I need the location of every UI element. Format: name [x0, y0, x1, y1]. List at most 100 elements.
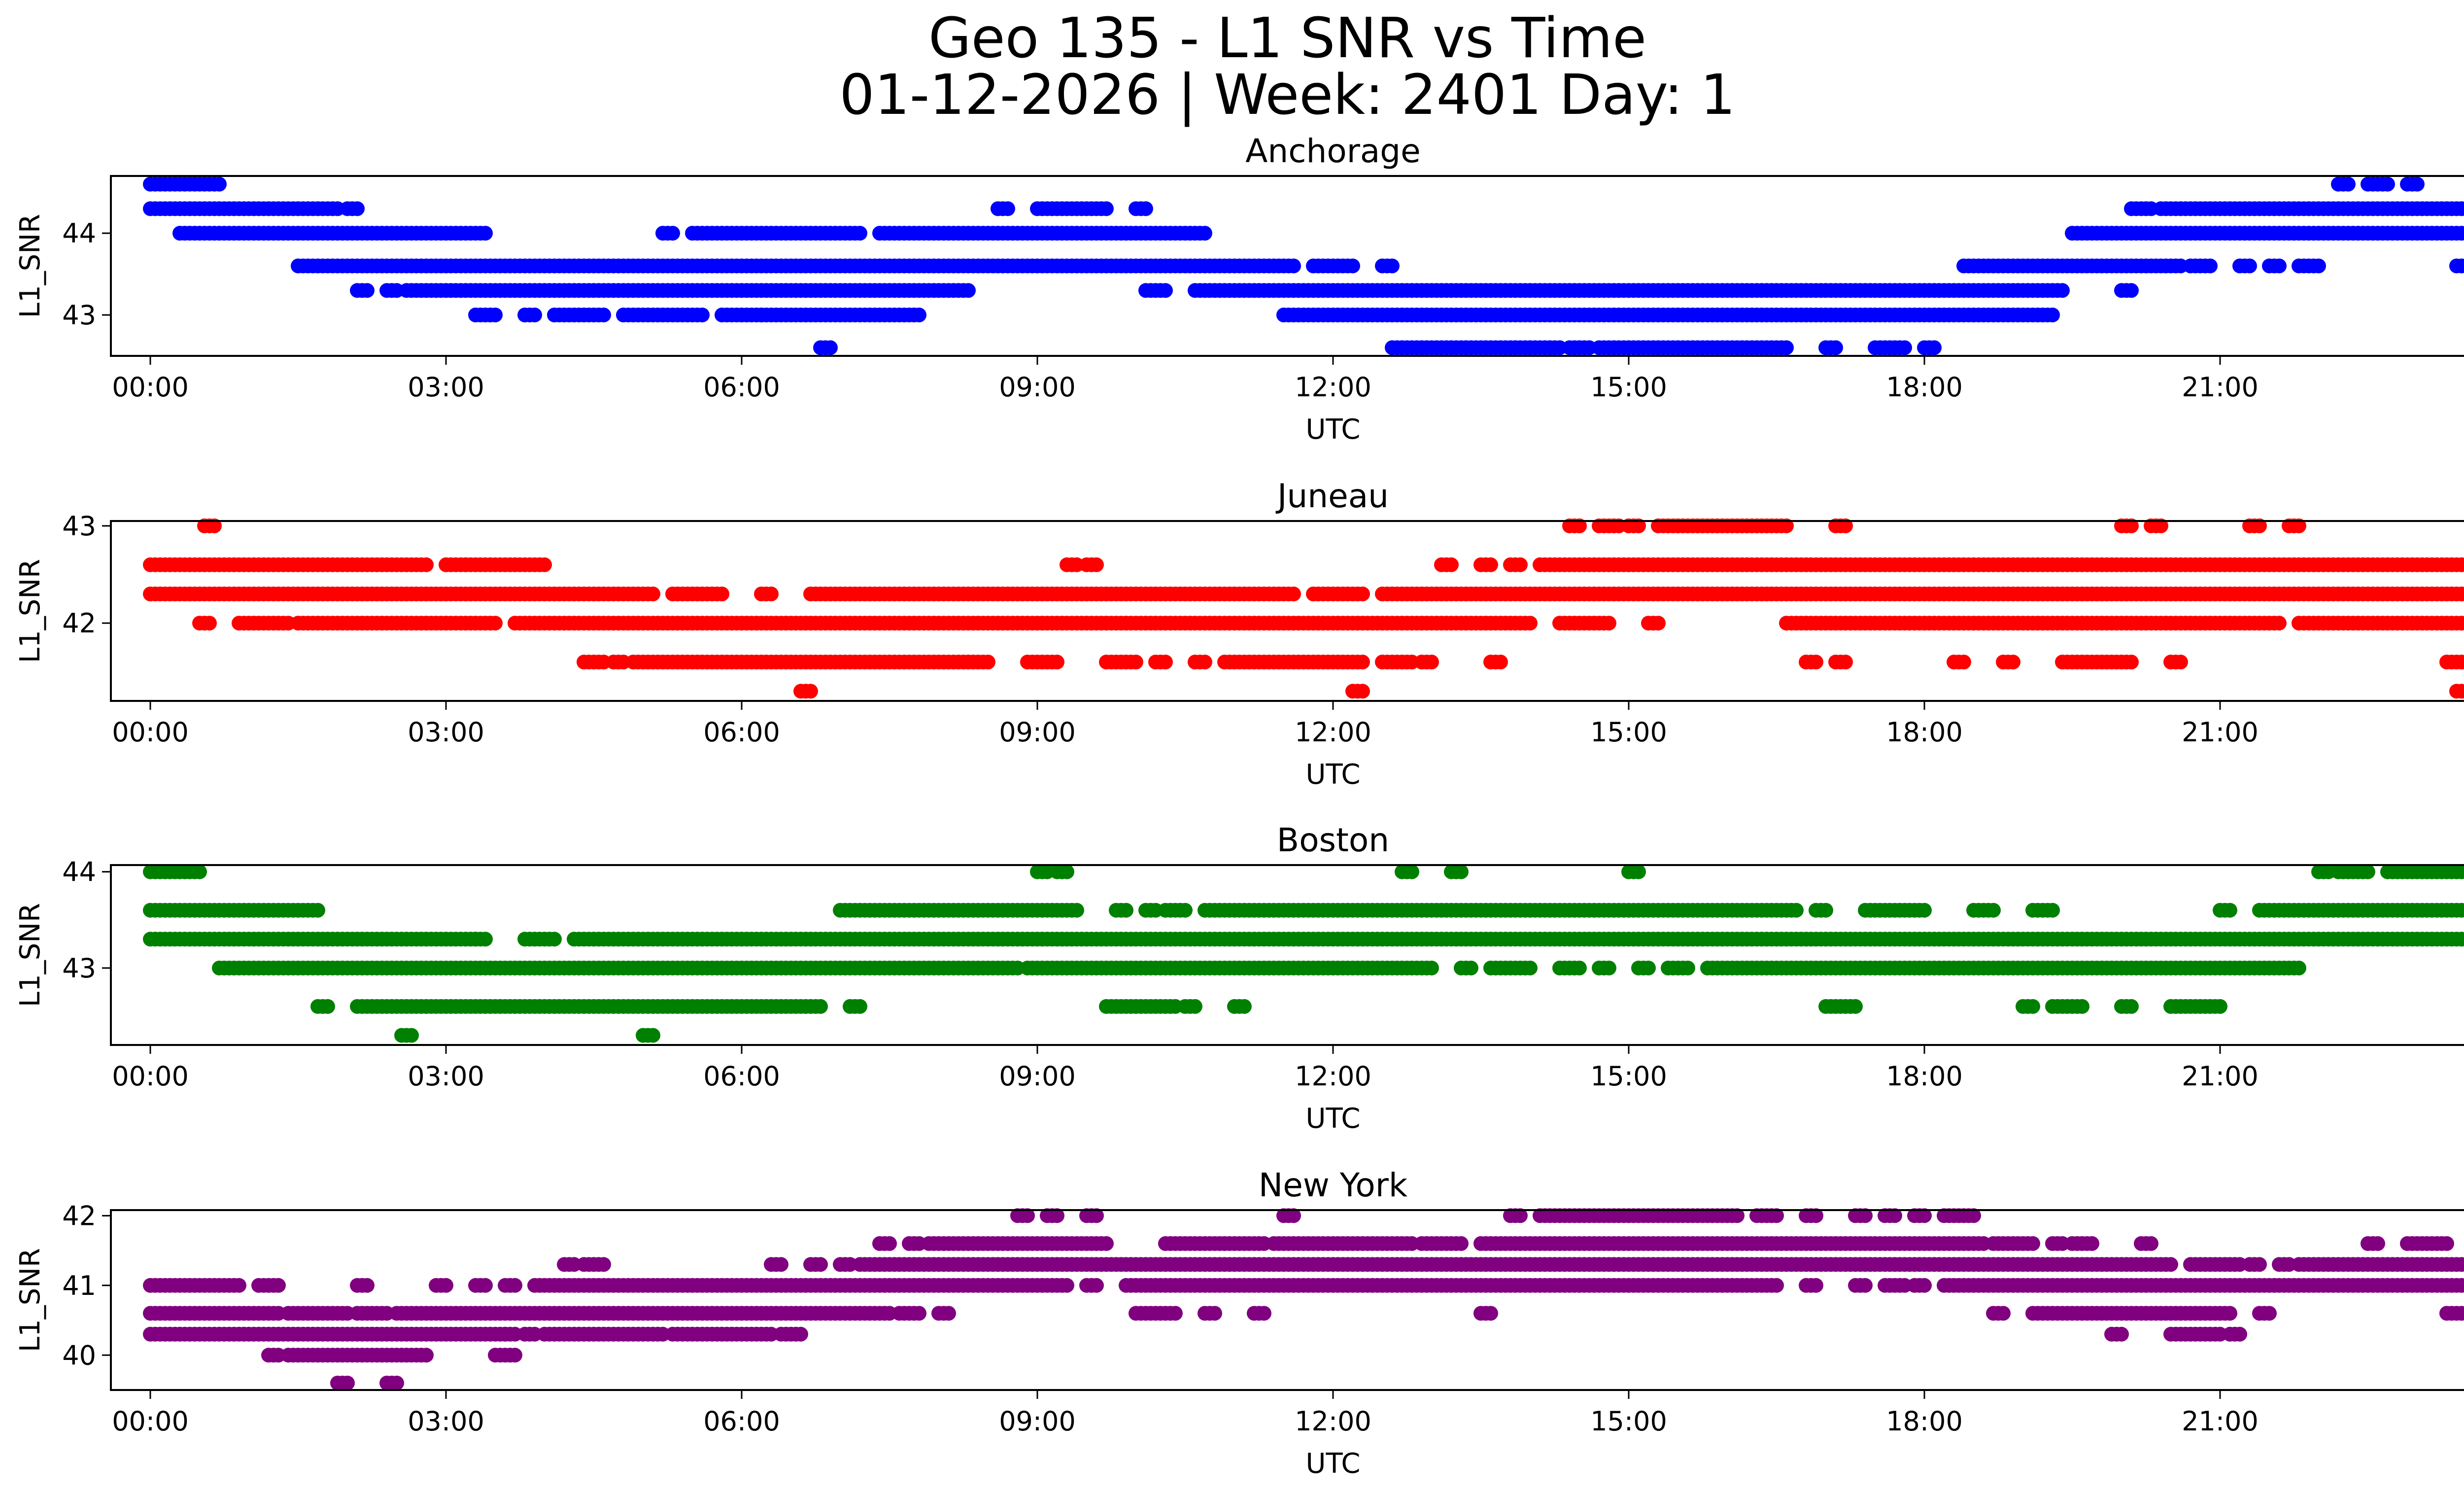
data-point — [360, 1278, 375, 1293]
data-point — [695, 308, 710, 322]
x-tick-label: 15:00 — [1590, 372, 1667, 403]
data-point — [1198, 226, 1212, 241]
data-point — [2292, 518, 2306, 533]
data-point — [853, 999, 867, 1014]
data-point — [478, 226, 493, 241]
data-point — [715, 587, 729, 601]
data-point — [646, 1028, 660, 1043]
data-point — [478, 932, 493, 947]
data-point — [1099, 201, 1114, 216]
data-point — [1838, 655, 1853, 670]
x-tick-label: 12:00 — [1295, 1061, 1371, 1092]
data-point — [1444, 557, 1459, 572]
x-tick-label: 06:00 — [703, 1061, 780, 1092]
data-point — [1838, 518, 1853, 533]
data-point — [2292, 960, 2306, 975]
figure-subtitle: 01-12-2026 | Week: 2401 Day: 1 — [839, 63, 1736, 127]
data-point — [202, 616, 217, 631]
data-point — [2459, 684, 2464, 698]
x-tick-label: 21:00 — [2182, 372, 2259, 403]
data-point — [1158, 283, 1173, 298]
x-tick-label: 21:00 — [2182, 1061, 2259, 1092]
data-point — [1513, 557, 1528, 572]
data-point — [1385, 258, 1400, 274]
data-point — [547, 932, 562, 947]
data-point — [2341, 176, 2356, 192]
data-point — [2006, 655, 2020, 670]
data-point — [1129, 655, 1143, 670]
data-point — [2459, 655, 2464, 669]
data-point — [1631, 864, 1646, 879]
points-anchorage — [143, 176, 2464, 355]
data-point — [2252, 1257, 2267, 1272]
data-point — [527, 308, 542, 322]
data-point — [2380, 176, 2395, 192]
data-point — [1602, 960, 1616, 975]
x-axis-label-juneau: UTC — [1305, 759, 1360, 791]
data-point — [2124, 518, 2139, 533]
points-boston — [143, 864, 2464, 1043]
data-point — [488, 308, 503, 322]
data-point — [1424, 655, 1439, 670]
data-point — [439, 1278, 453, 1293]
subplot-title-boston: Boston — [1277, 821, 1389, 859]
y-tick-label: 44 — [62, 857, 96, 888]
data-point — [350, 201, 365, 216]
data-point — [360, 283, 375, 298]
data-point — [419, 557, 434, 572]
data-point — [1986, 903, 2001, 918]
y-tick-label: 44 — [62, 218, 96, 249]
data-point — [2311, 258, 2326, 274]
data-point — [2203, 258, 2218, 274]
data-point — [537, 557, 552, 572]
y-tick-label: 42 — [62, 608, 96, 639]
data-point — [882, 1236, 897, 1251]
data-point — [1809, 1208, 1823, 1223]
data-point — [1355, 587, 1370, 601]
axes-frame-boston — [110, 864, 2464, 1046]
data-point — [1680, 960, 1695, 975]
data-point — [1138, 201, 1153, 216]
data-point — [981, 655, 995, 670]
x-tick-label: 15:00 — [1590, 717, 1667, 748]
data-point — [2045, 308, 2060, 322]
data-point — [1060, 864, 1074, 879]
data-point — [1828, 340, 1843, 355]
x-tick-label: 12:00 — [1295, 717, 1371, 748]
data-point — [1641, 960, 1656, 975]
data-point — [310, 903, 325, 918]
subplot-title-juneau: Juneau — [1275, 477, 1389, 515]
data-point — [2252, 518, 2267, 533]
points-new-york — [143, 1208, 2464, 1391]
y-tick-label: 43 — [62, 511, 96, 542]
data-point — [1020, 1208, 1035, 1223]
data-point — [2459, 259, 2464, 273]
data-point — [1631, 518, 1646, 533]
data-point — [1523, 960, 1538, 975]
data-point — [2439, 1236, 2454, 1251]
data-point — [813, 999, 828, 1014]
x-axis-label-boston: UTC — [1305, 1103, 1360, 1135]
data-point — [1286, 587, 1301, 601]
data-point — [1809, 655, 1823, 670]
data-point — [488, 616, 503, 631]
data-point — [232, 1278, 246, 1293]
data-point — [2459, 865, 2464, 879]
data-point — [2361, 864, 2375, 879]
x-tick-label: 15:00 — [1590, 1061, 1667, 1092]
data-point — [1345, 258, 1360, 274]
x-axis-label-anchorage: UTC — [1305, 414, 1360, 446]
data-point — [1602, 616, 1616, 631]
data-point — [508, 1278, 522, 1293]
x-tick-label: 09:00 — [999, 717, 1076, 748]
data-point — [1286, 258, 1301, 274]
data-point — [2144, 1236, 2158, 1251]
data-point — [2025, 1236, 2040, 1251]
data-point — [478, 1278, 493, 1293]
points-juneau — [143, 518, 2464, 699]
